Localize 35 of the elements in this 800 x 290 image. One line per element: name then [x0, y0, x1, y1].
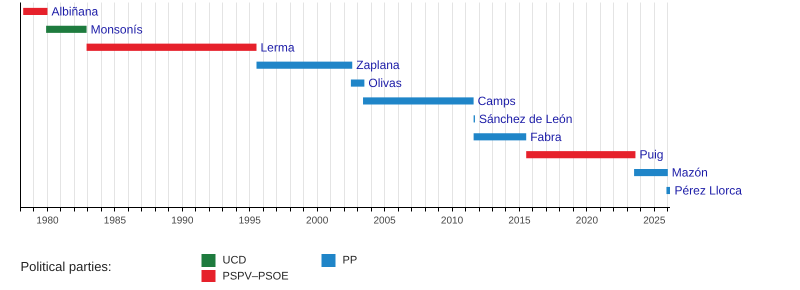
- bar: [474, 133, 526, 140]
- x-tick-label: 2015: [508, 216, 532, 226]
- y-tick-label: Albiñana: [51, 4, 98, 18]
- x-tick-label: 1990: [171, 216, 194, 226]
- x-tick-label: 2025: [643, 216, 666, 226]
- y-tick-label: Camps: [478, 94, 516, 108]
- bar: [86, 44, 256, 51]
- y-tick-label: Olivas: [368, 76, 402, 90]
- x-tick-label: 2000: [306, 216, 329, 226]
- legend-label: PSPV–PSOE: [222, 270, 289, 282]
- x-tick-label: 1985: [104, 216, 126, 226]
- bar: [634, 169, 668, 176]
- bar: [363, 97, 474, 105]
- y-tick-label: Fabra: [530, 130, 562, 144]
- y-tick-label: Zaplana: [356, 58, 400, 72]
- y-tick-label: Lerma: [260, 40, 295, 54]
- bar: [46, 26, 87, 33]
- bar: [666, 186, 670, 194]
- x-tick-label: 2020: [576, 216, 598, 226]
- bar: [256, 62, 352, 69]
- bar: [23, 8, 48, 16]
- y-tick-label: Puig: [639, 148, 664, 162]
- bar: [526, 151, 636, 158]
- x-tick-label: 1995: [238, 216, 262, 226]
- y-tick-label: Sánchez de León: [478, 112, 572, 126]
- legend-label: PP: [342, 254, 358, 266]
- x-tick-label: 2010: [440, 216, 464, 226]
- bar: [350, 79, 364, 87]
- legend-label: UCD: [222, 254, 246, 266]
- y-tick-label: Pérez Llorca: [674, 183, 742, 198]
- legend-title: Political parties:: [20, 259, 112, 274]
- y-tick-label: Mazón: [672, 166, 708, 180]
- x-tick-label: 1980: [36, 216, 60, 226]
- x-tick-label: 2005: [373, 216, 396, 226]
- y-tick-label: Monsonís: [90, 22, 143, 36]
